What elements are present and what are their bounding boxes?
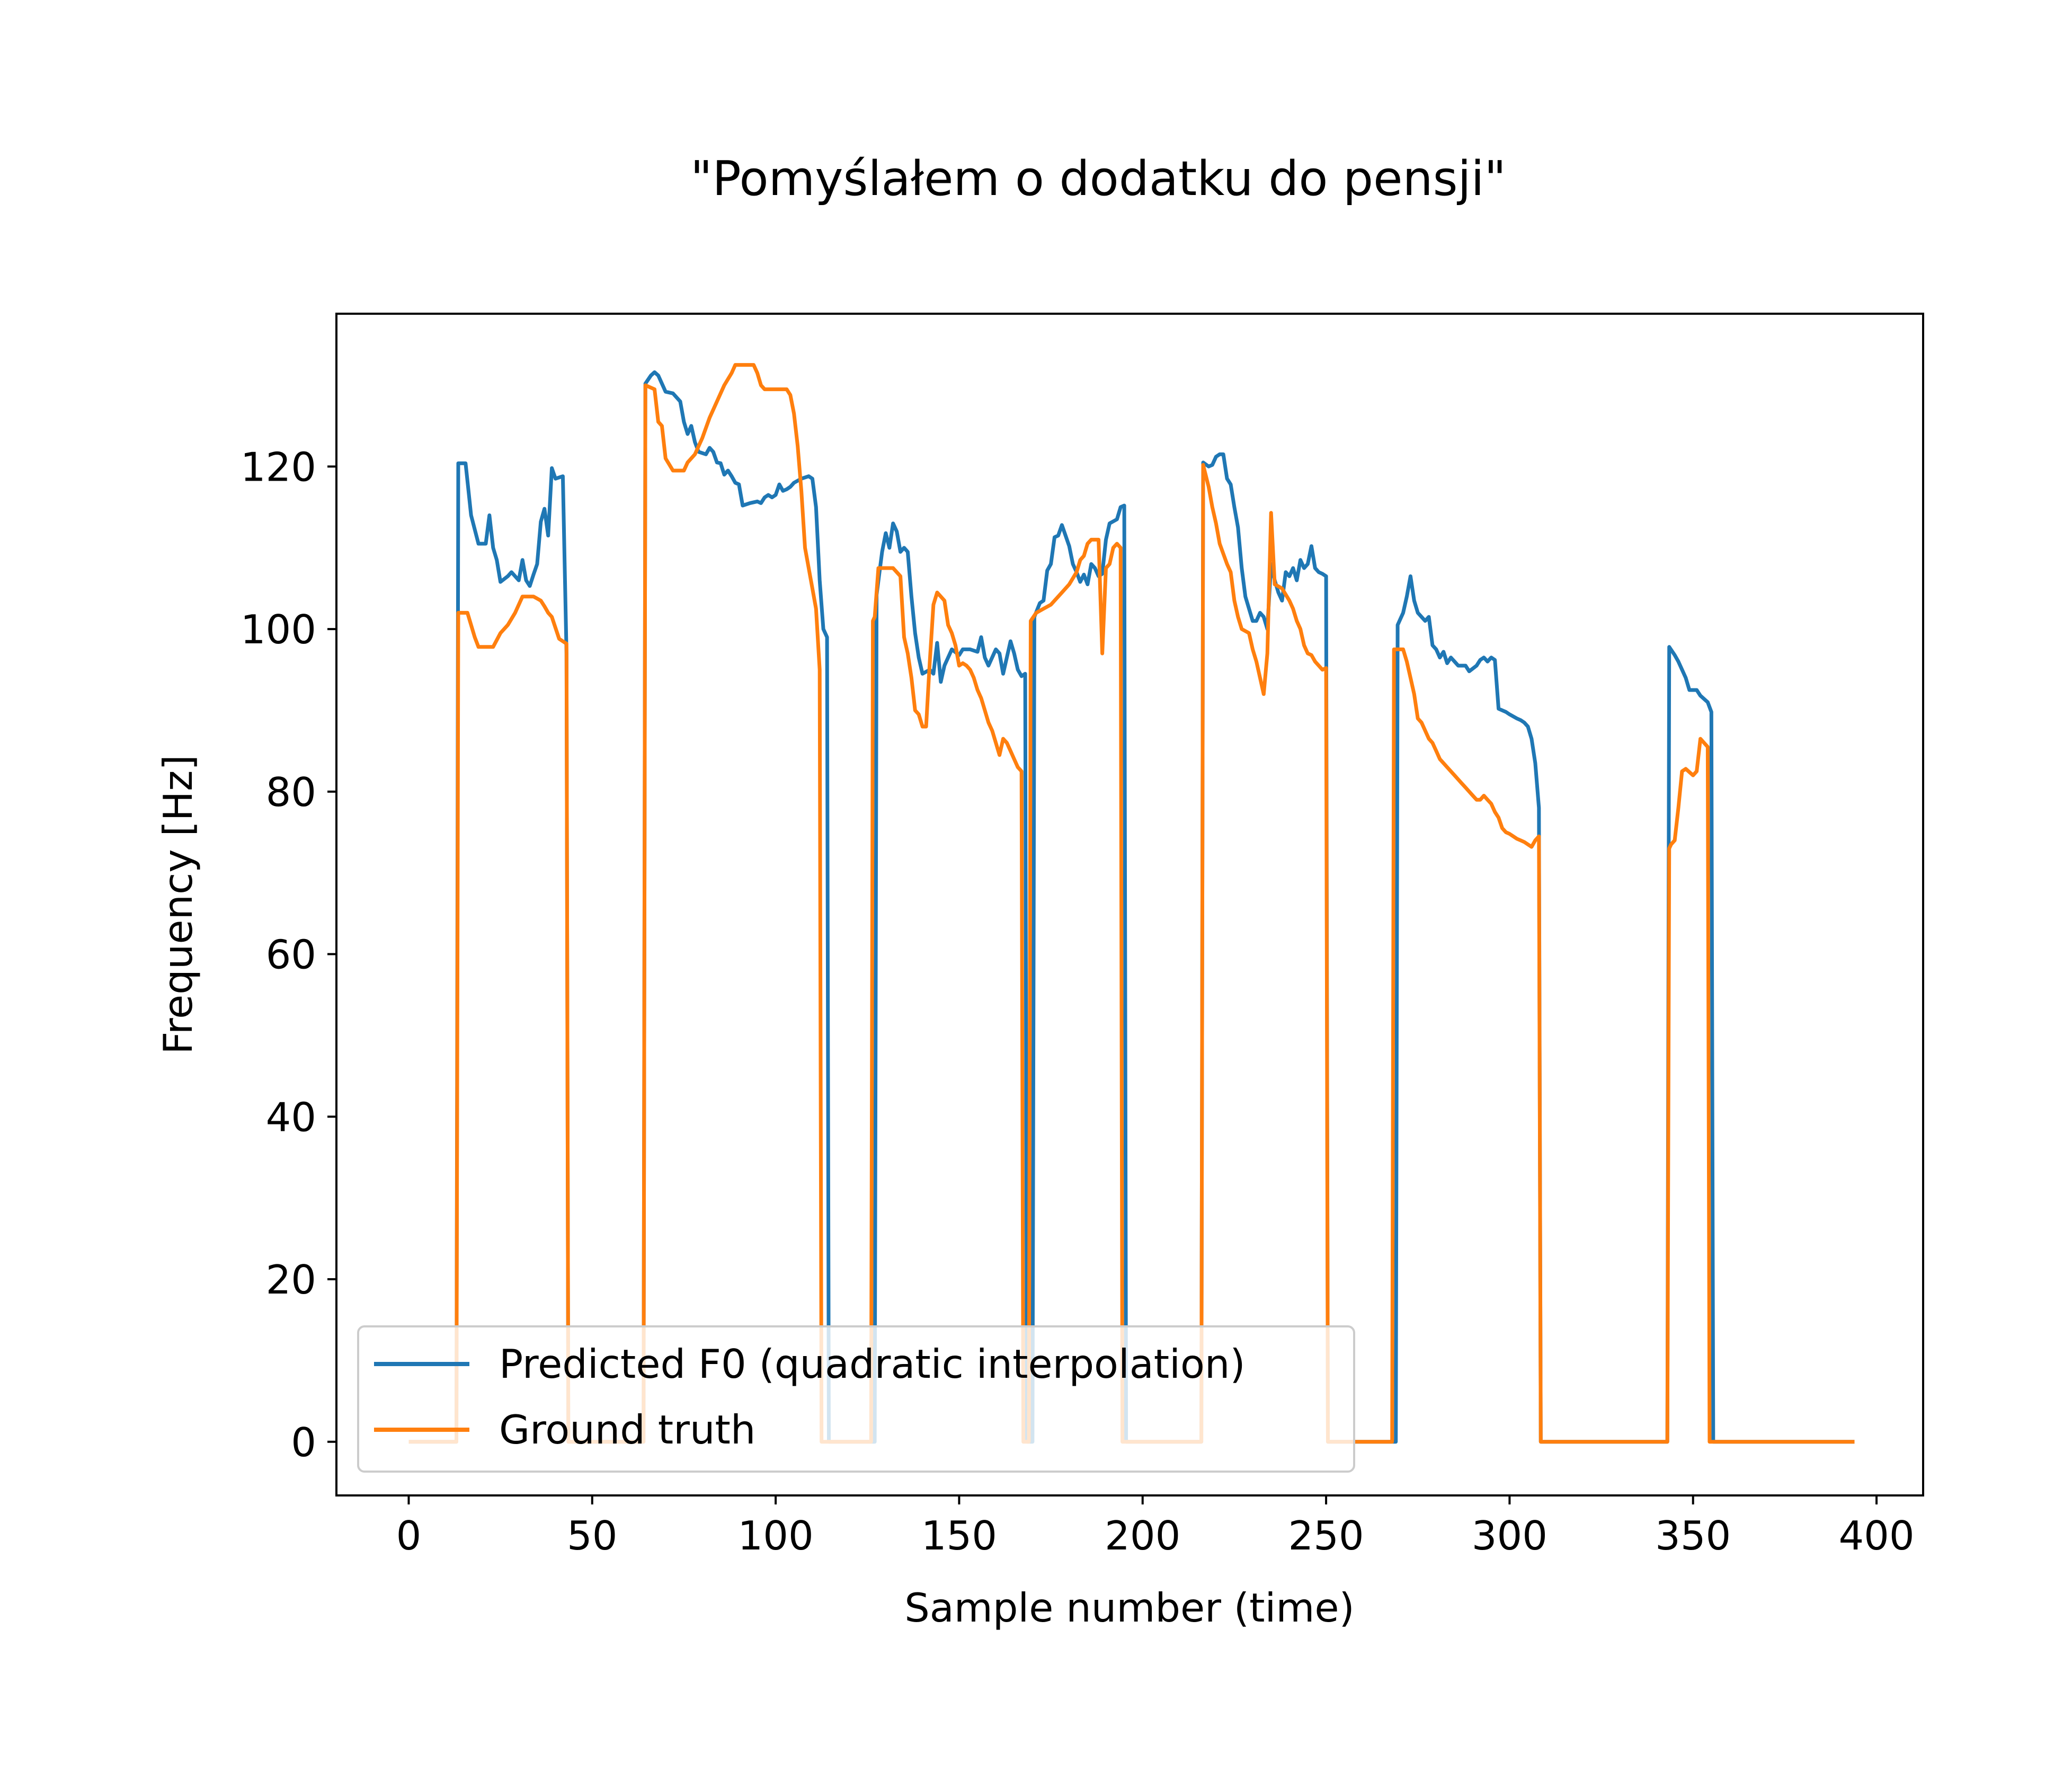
y-tick-label: 0 <box>291 1419 316 1466</box>
plot-frame <box>335 313 1924 1496</box>
series-layer <box>408 363 1855 1444</box>
x-tick-label: 400 <box>1838 1512 1914 1559</box>
y-tick-label: 80 <box>266 769 316 816</box>
x-tick-label: 250 <box>1288 1512 1364 1559</box>
x-axis: 0 50 100 150 200 250 300 350 400 <box>396 1495 1915 1559</box>
x-axis-label: Sample number (time) <box>904 1584 1355 1631</box>
x-tick-label: 200 <box>1105 1512 1180 1559</box>
y-tick-label: 60 <box>266 932 316 978</box>
x-tick-label: 0 <box>396 1512 422 1559</box>
y-axis: 0 20 40 60 80 100 120 <box>241 444 336 1466</box>
plot-area <box>336 314 1923 1495</box>
y-axis-label: Frequency [Hz] <box>155 755 201 1055</box>
legend-label-ground-truth: Ground truth <box>499 1406 755 1453</box>
chart-title: "Pomyślałem o dodatku do pensji" <box>690 151 1506 207</box>
legend-frame <box>357 1325 1355 1473</box>
x-tick-label: 350 <box>1655 1512 1731 1559</box>
x-tick-label: 100 <box>738 1512 814 1559</box>
legend-label-predicted: Predicted F0 (quadratic interpolation) <box>499 1341 1246 1387</box>
x-tick-label: 300 <box>1472 1512 1548 1559</box>
y-tick-label: 100 <box>241 606 316 653</box>
series-line-ground-truth <box>408 363 1855 1444</box>
y-tick-label: 120 <box>241 444 316 490</box>
y-tick-label: 40 <box>266 1094 316 1140</box>
x-tick-label: 150 <box>921 1512 997 1559</box>
x-tick-label: 50 <box>567 1512 617 1559</box>
y-tick-label: 20 <box>266 1256 316 1303</box>
legend: Predicted F0 (quadratic interpolation) G… <box>357 1325 1355 1473</box>
series-line-predicted <box>408 370 1855 1444</box>
